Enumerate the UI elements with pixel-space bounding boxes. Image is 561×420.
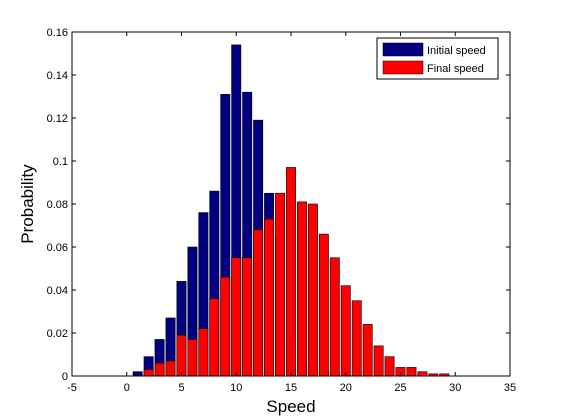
initial-speed-bar-1 [132,371,143,377]
final-speed-bar-24 [384,356,395,377]
legend-label-initial: Initial speed [427,45,486,57]
x-tick-label: 25 [394,382,406,394]
legend-swatch-initial [382,42,424,57]
y-tick-label: 0.04 [47,285,68,297]
final-speed-bar-26 [406,367,417,377]
final-speed-bar-10 [231,257,242,377]
final-speed-bar-9 [220,276,231,377]
y-tick-label: 0.02 [47,328,68,340]
y-tick-label: 0 [62,371,68,383]
final-speed-bar-6 [187,339,198,377]
y-tick-label: 0.16 [47,27,68,39]
final-speed-bar-5 [176,334,187,377]
legend: Initial speed Final speed [376,37,499,80]
x-tick-label: 10 [230,382,242,394]
final-speed-bars [143,167,450,377]
final-speed-bar-11 [242,257,253,377]
x-tick-label: 0 [124,382,130,394]
final-speed-bar-12 [253,229,264,377]
final-speed-bar-17 [307,203,318,377]
x-tick-label: 30 [449,382,461,394]
final-speed-bar-3 [154,362,165,377]
final-speed-bar-14 [275,192,286,377]
legend-swatch-final [382,60,424,75]
final-speed-bar-27 [417,371,428,377]
final-speed-bar-22 [362,324,373,377]
x-tick-label: 5 [178,382,184,394]
final-speed-bar-19 [329,257,340,377]
final-speed-bar-13 [264,218,275,377]
y-tick-label: 0.12 [47,113,68,125]
y-tick-label: 0.1 [53,156,68,168]
x-axis-ticks: -5 0 5 10 15 20 25 30 35 [67,32,516,394]
final-speed-bar-23 [373,345,384,377]
x-tick-label: 20 [340,382,352,394]
final-speed-bar-18 [318,233,329,377]
y-axis-ticks: 0 0.02 0.04 0.06 0.08 0.1 0.12 0.14 0.16 [47,27,510,383]
x-tick-label: 15 [285,382,297,394]
legend-label-final: Final speed [427,63,484,75]
x-tick-label: 35 [504,382,516,394]
final-speed-bar-20 [340,285,351,377]
final-speed-bar-16 [296,201,307,377]
final-speed-bar-2 [143,369,154,377]
x-axis-label: Speed [266,397,315,416]
x-tick-label: -5 [67,382,77,394]
final-speed-bar-8 [209,298,220,377]
final-speed-bar-7 [198,328,209,377]
y-tick-label: 0.14 [47,70,68,82]
final-speed-bar-15 [286,167,296,377]
final-speed-bar-21 [351,300,362,377]
y-axis-label: Probability [18,164,37,244]
y-tick-label: 0.06 [47,242,68,254]
y-tick-label: 0.08 [47,199,68,211]
final-speed-bar-4 [165,360,176,377]
